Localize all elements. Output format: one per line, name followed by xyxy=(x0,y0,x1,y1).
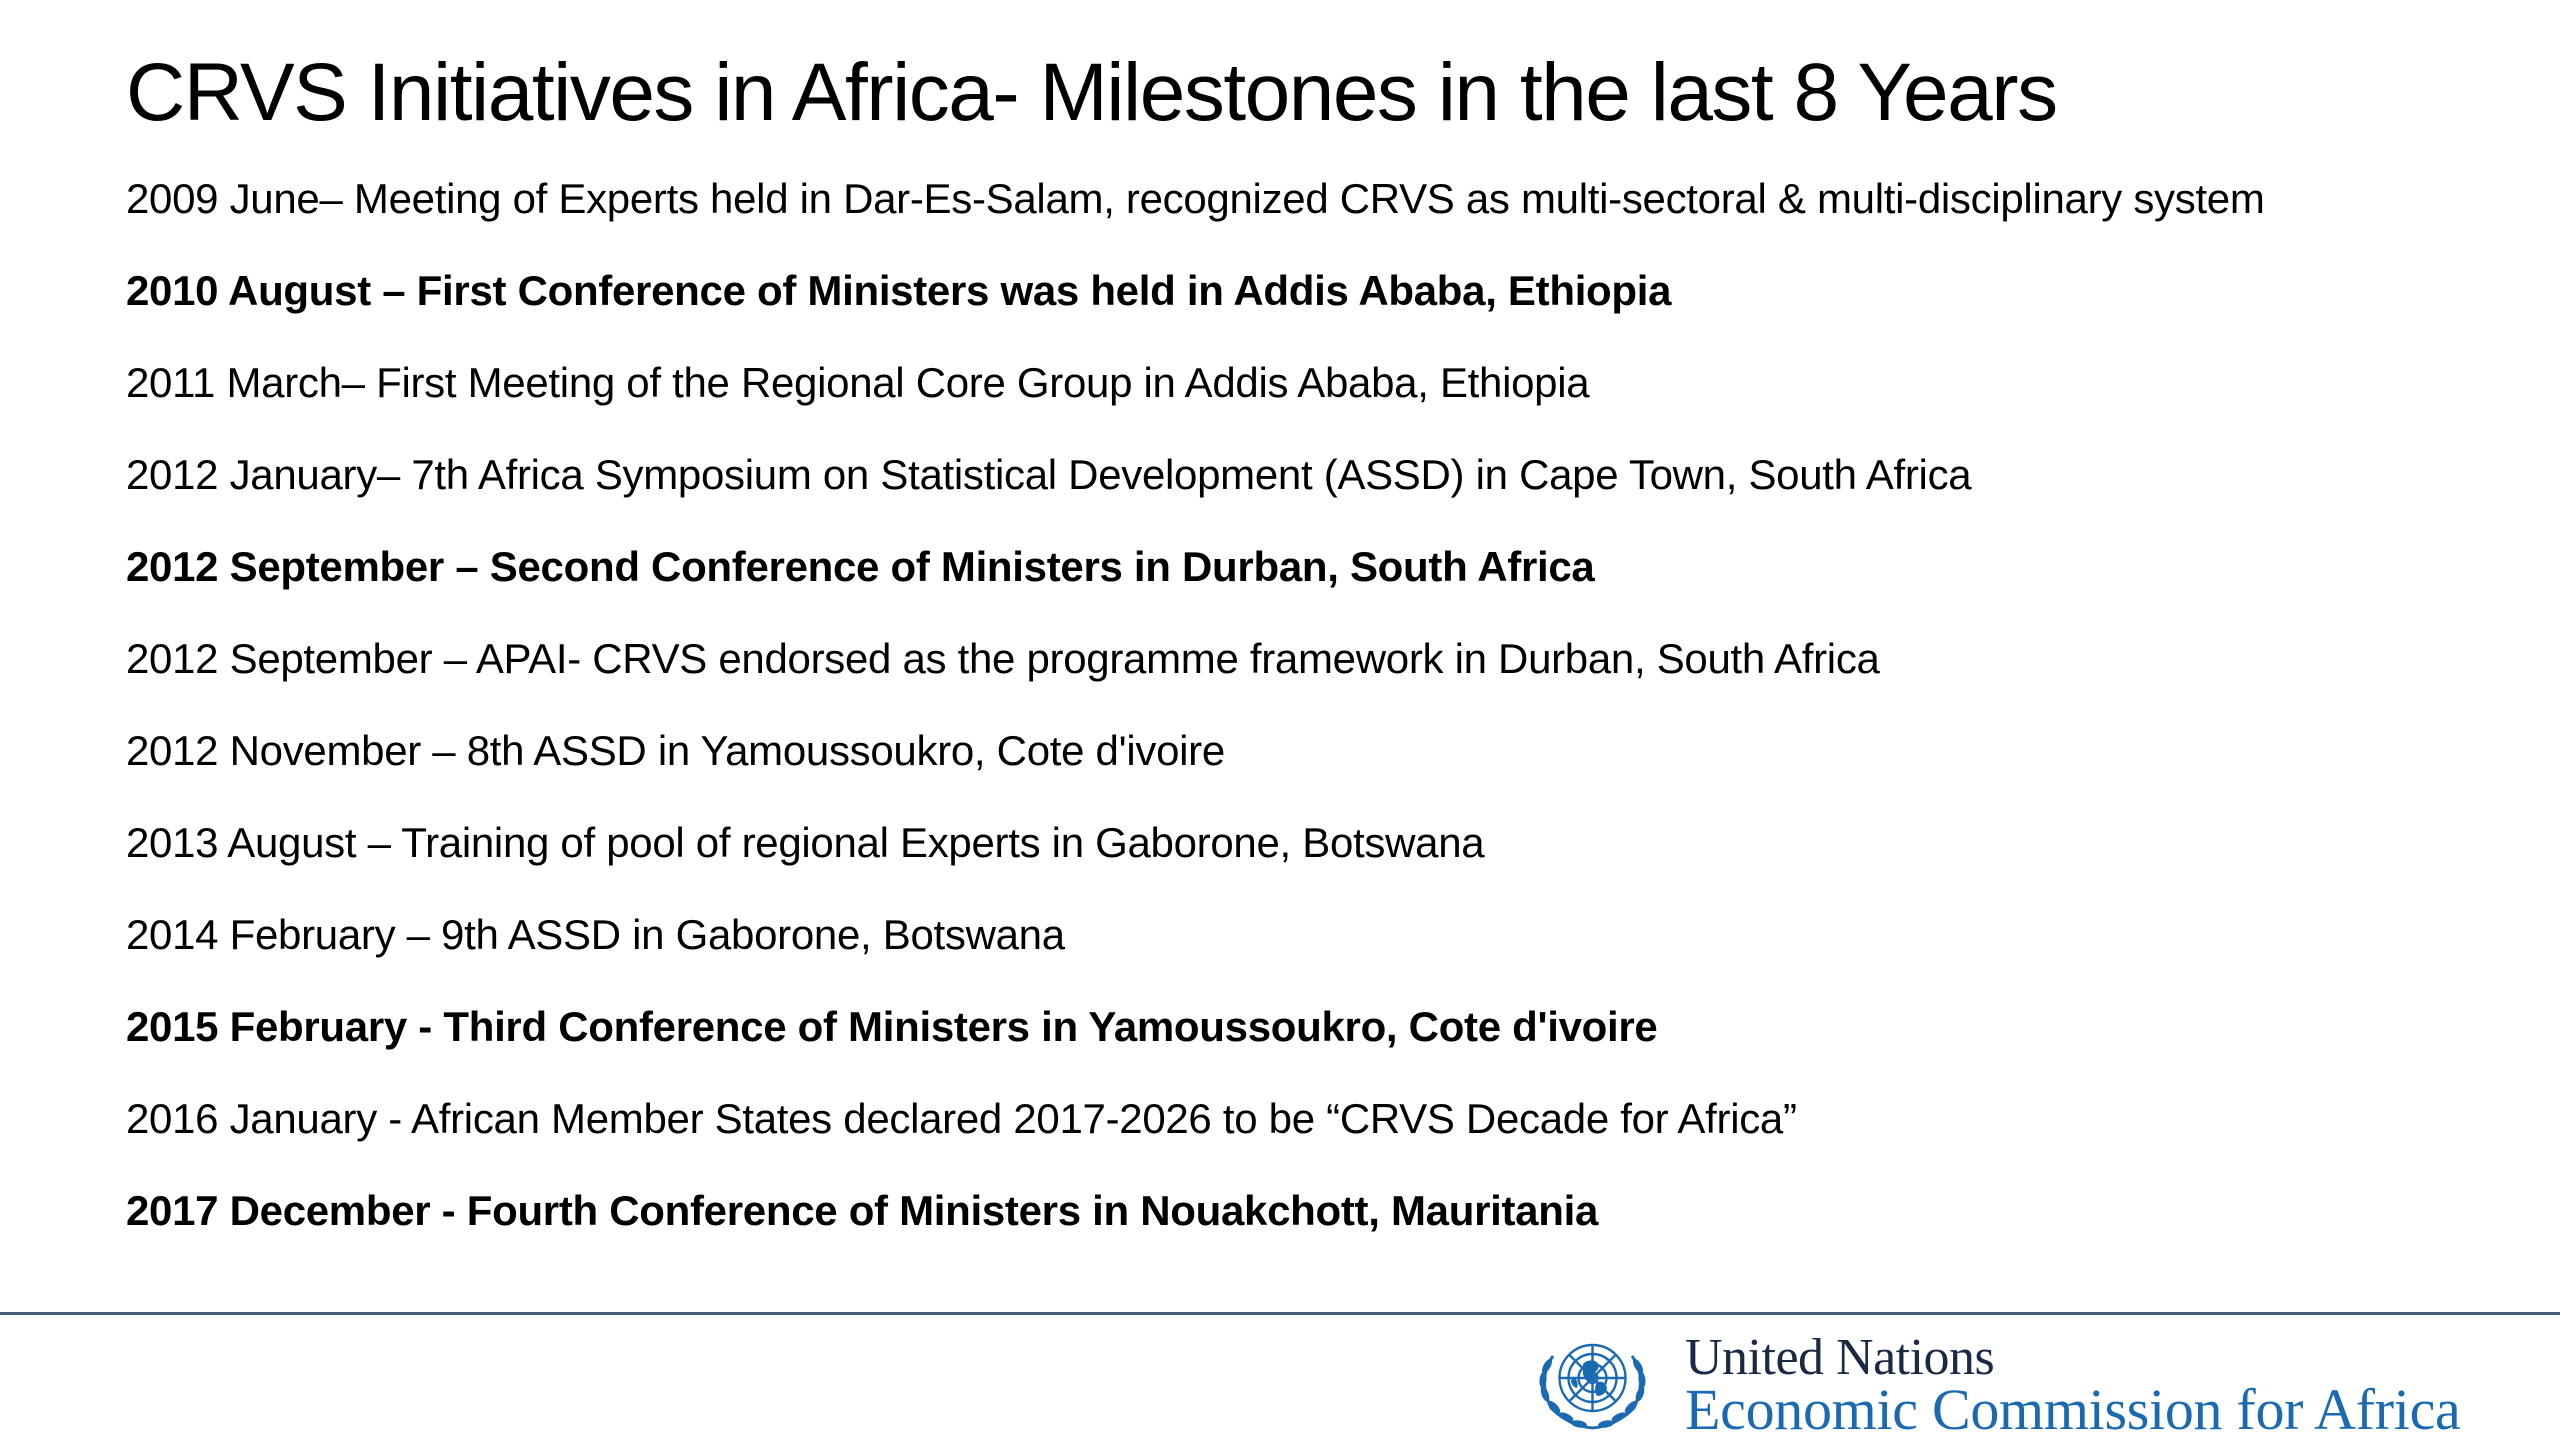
milestone-item: 2009 June– Meeting of Experts held in Da… xyxy=(126,175,2265,222)
un-emblem-icon xyxy=(1539,1343,1646,1430)
org-division: Economic Commission for Africa xyxy=(1685,1377,2461,1442)
milestone-item: 2012 November – 8th ASSD in Yamoussoukro… xyxy=(126,727,1225,774)
milestone-item: 2016 January - African Member States dec… xyxy=(126,1095,1797,1142)
milestone-item: 2012 January– 7th Africa Symposium on St… xyxy=(126,451,1972,498)
milestone-item: 2012 September – APAI- CRVS endorsed as … xyxy=(126,635,1880,682)
milestone-list: 2009 June– Meeting of Experts held in Da… xyxy=(126,163,2265,1267)
milestone-item: 2017 December - Fourth Conference of Min… xyxy=(126,1187,1599,1234)
milestone-item: 2012 September – Second Conference of Mi… xyxy=(126,543,1595,590)
un-eca-logo: United Nations Economic Commission for A… xyxy=(1525,1322,2535,1442)
milestone-item: 2013 August – Training of pool of region… xyxy=(126,819,1485,866)
org-name: United Nations xyxy=(1685,1329,1995,1386)
milestone-item: 2015 February - Third Conference of Mini… xyxy=(126,1003,1658,1050)
slide-title: CRVS Initiatives in Africa- Milestones i… xyxy=(126,47,2058,138)
milestone-item: 2011 March– First Meeting of the Regiona… xyxy=(126,359,1590,406)
footer-divider xyxy=(0,1312,2560,1315)
milestone-item: 2014 February – 9th ASSD in Gaborone, Bo… xyxy=(126,911,1065,958)
milestone-item: 2010 August – First Conference of Minist… xyxy=(126,267,1672,314)
